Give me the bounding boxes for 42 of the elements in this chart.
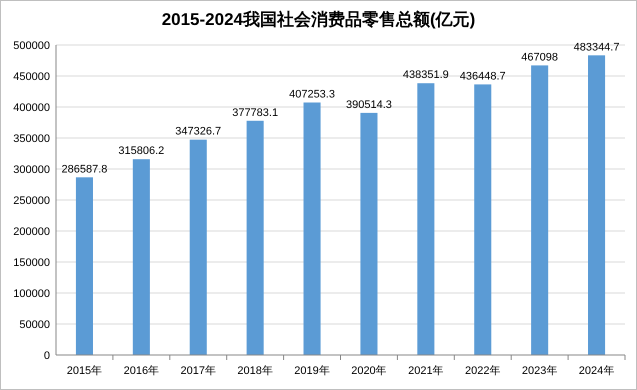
- x-tick-label: 2016年: [124, 365, 160, 377]
- y-tick-label: 300000: [13, 164, 50, 176]
- y-tick-label: 200000: [13, 226, 50, 238]
- y-tick-label: 500000: [13, 40, 50, 52]
- bar: [246, 120, 264, 355]
- x-tick-label: 2024年: [578, 365, 614, 377]
- y-tick-label: 150000: [13, 257, 50, 269]
- data-label: 467098: [521, 51, 558, 64]
- bar: [531, 65, 548, 355]
- x-tick-label: 2023年: [522, 365, 558, 377]
- x-tick-label: 2015年: [66, 365, 102, 377]
- y-tick-label: 50000: [19, 319, 50, 331]
- data-label: 407253.3: [289, 88, 335, 101]
- x-tick-label: 2022年: [465, 365, 500, 377]
- bar: [304, 102, 321, 355]
- data-label: 483344.7: [574, 41, 620, 54]
- bar: [190, 140, 207, 355]
- y-tick-label: 450000: [13, 71, 50, 83]
- x-tick-label: 2018年: [237, 365, 273, 377]
- bar: [360, 112, 378, 355]
- bar: [132, 159, 150, 355]
- y-tick-label: 350000: [13, 133, 50, 145]
- x-tick-label: 2019年: [294, 365, 330, 377]
- data-label: 377783.1: [232, 106, 278, 119]
- data-label: 347326.7: [175, 126, 222, 138]
- data-label: 390514.3: [346, 98, 392, 111]
- y-tick-label: 100000: [13, 288, 50, 300]
- y-tick-label: 250000: [13, 195, 50, 207]
- chart-title: 2015-2024我国社会消费品零售总额(亿元): [162, 10, 476, 29]
- x-tick-label: 2020年: [351, 365, 387, 377]
- x-tick-label: 2021年: [408, 365, 444, 377]
- bar: [588, 55, 606, 355]
- data-label: 315806.2: [118, 145, 164, 158]
- x-tick-label: 2017年: [180, 365, 216, 377]
- bar: [474, 84, 492, 355]
- y-tick-label: 400000: [13, 102, 50, 114]
- data-label: 438351.9: [402, 69, 449, 82]
- data-label: 286587.8: [62, 163, 108, 176]
- data-label: 436448.7: [460, 70, 506, 82]
- bar: [417, 83, 434, 355]
- y-tick-label: 0: [44, 350, 50, 362]
- bar: [76, 177, 93, 355]
